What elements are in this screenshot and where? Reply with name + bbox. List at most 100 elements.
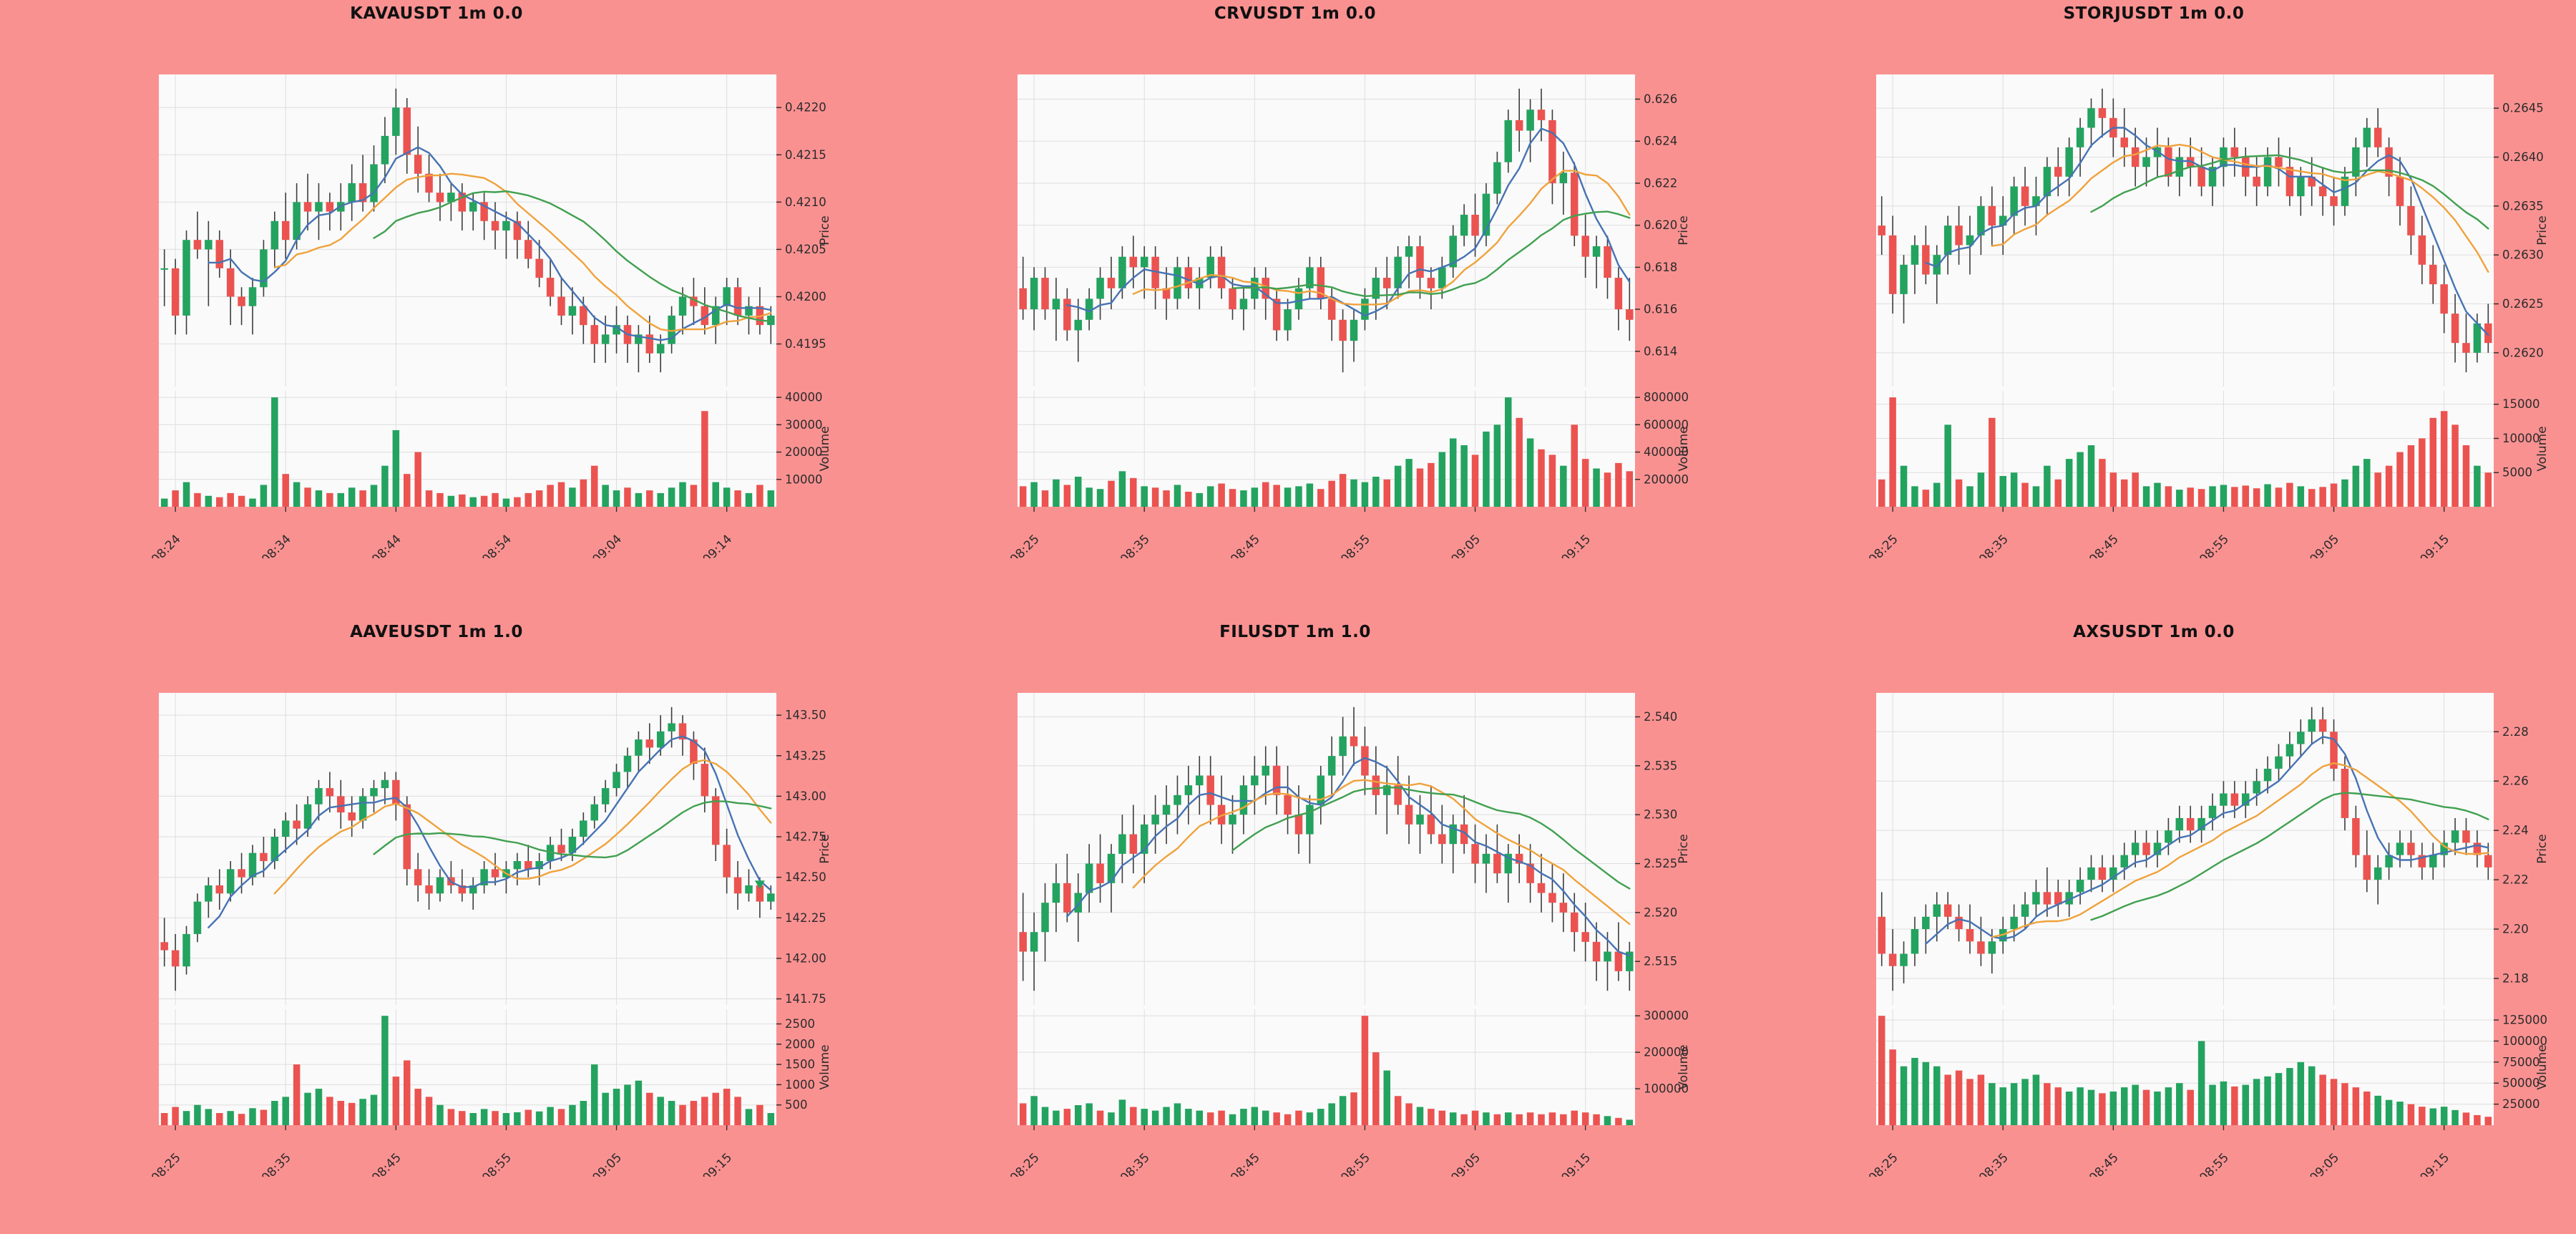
svg-text:08:35: 08:35 <box>1118 1150 1153 1177</box>
chart-title: AAVEUSDT 1m 1.0 <box>350 623 523 641</box>
svg-text:0.4200: 0.4200 <box>785 290 826 303</box>
svg-text:Volume: Volume <box>818 426 832 471</box>
svg-text:0.618: 0.618 <box>1644 261 1677 274</box>
svg-text:143.50: 143.50 <box>785 709 826 722</box>
svg-text:30000: 30000 <box>785 418 823 432</box>
svg-text:0.622: 0.622 <box>1644 176 1677 190</box>
candlestick-chart: 0.4195 0.4200 0.4205 0.4210 0.4215 0.4220 1000… <box>149 74 832 558</box>
svg-text:09:05: 09:05 <box>1448 532 1483 558</box>
svg-text:09:15: 09:15 <box>700 1150 735 1177</box>
svg-text:75000: 75000 <box>2502 1055 2540 1069</box>
svg-text:2000: 2000 <box>785 1037 815 1051</box>
svg-text:08:45: 08:45 <box>1228 532 1263 558</box>
svg-text:08:35: 08:35 <box>1118 532 1153 558</box>
svg-text:0.2645: 0.2645 <box>2502 102 2544 115</box>
svg-text:09:05: 09:05 <box>1448 1150 1483 1177</box>
svg-text:0.2620: 0.2620 <box>2502 346 2544 359</box>
svg-text:500: 500 <box>785 1098 808 1112</box>
svg-text:10000: 10000 <box>2502 432 2540 445</box>
svg-text:08:25: 08:25 <box>1866 1150 1901 1177</box>
svg-text:0.624: 0.624 <box>1644 135 1677 148</box>
svg-text:2.535: 2.535 <box>1644 759 1677 772</box>
svg-text:2.525: 2.525 <box>1644 857 1677 870</box>
svg-text:143.25: 143.25 <box>785 749 826 762</box>
svg-text:09:05: 09:05 <box>590 1150 625 1177</box>
svg-text:08:25: 08:25 <box>1866 532 1901 558</box>
chart-crvusdt: CRVUSDT 1m 0.0 0.614 0.616 0.618 0.620 0.622… <box>923 0 1789 580</box>
svg-text:Price: Price <box>818 834 832 863</box>
svg-text:0.2640: 0.2640 <box>2502 150 2544 164</box>
svg-text:1500: 1500 <box>785 1058 815 1072</box>
svg-text:08:25: 08:25 <box>1008 532 1043 558</box>
candlestick-chart: 0.614 0.616 0.618 0.620 0.622 0.624 0.626 20000… <box>1008 74 1691 558</box>
svg-text:Volume: Volume <box>2535 1044 2550 1089</box>
svg-text:08:35: 08:35 <box>1976 1150 2011 1177</box>
svg-text:Volume: Volume <box>2535 426 2550 471</box>
svg-text:08:55: 08:55 <box>2197 1150 2232 1177</box>
candlestick-chart: 2.515 2.520 2.525 2.530 2.535 2.540 100000 2000… <box>1008 693 1691 1177</box>
chart-title: STORJUSDT 1m 0.0 <box>2063 4 2245 23</box>
svg-text:08:55: 08:55 <box>1338 1150 1373 1177</box>
chart-storjusdt: STORJUSDT 1m 0.0 0.2620 0.2625 0.2630 0.263… <box>1782 0 2576 580</box>
svg-text:09:15: 09:15 <box>1558 532 1594 558</box>
svg-text:Volume: Volume <box>1677 1044 1691 1089</box>
svg-text:142.50: 142.50 <box>785 870 826 884</box>
svg-text:50000: 50000 <box>2502 1077 2540 1090</box>
svg-text:2.28: 2.28 <box>2502 725 2529 739</box>
svg-text:09:15: 09:15 <box>1558 1150 1594 1177</box>
svg-text:08:55: 08:55 <box>2197 532 2232 558</box>
svg-text:15000: 15000 <box>2502 397 2540 411</box>
svg-text:Price: Price <box>818 215 832 245</box>
chart-filusdt: FILUSDT 1m 1.0 2.515 2.520 2.525 2.530 2.535… <box>923 618 1789 1198</box>
svg-text:0.626: 0.626 <box>1644 92 1677 106</box>
svg-text:1000: 1000 <box>785 1078 815 1092</box>
svg-text:08:45: 08:45 <box>369 1150 404 1177</box>
svg-text:10000: 10000 <box>785 472 823 486</box>
svg-text:08:55: 08:55 <box>479 1150 514 1177</box>
svg-text:0.616: 0.616 <box>1644 303 1677 316</box>
svg-text:800000: 800000 <box>1644 391 1689 404</box>
chart-title: AXSUSDT 1m 0.0 <box>2073 623 2235 641</box>
svg-text:141.75: 141.75 <box>785 992 826 1006</box>
svg-text:Price: Price <box>1677 834 1691 863</box>
svg-text:09:14: 09:14 <box>700 532 735 558</box>
svg-text:0.4205: 0.4205 <box>785 243 826 256</box>
svg-text:08:44: 08:44 <box>369 532 404 558</box>
svg-text:300000: 300000 <box>1644 1009 1689 1023</box>
svg-text:08:45: 08:45 <box>1228 1150 1263 1177</box>
svg-text:Price: Price <box>2535 834 2550 863</box>
svg-text:0.4220: 0.4220 <box>785 101 826 115</box>
chart-title: CRVUSDT 1m 0.0 <box>1214 4 1377 23</box>
svg-text:0.4195: 0.4195 <box>785 337 826 351</box>
svg-text:08:34: 08:34 <box>259 532 294 558</box>
svg-text:25000: 25000 <box>2502 1097 2540 1111</box>
svg-text:09:15: 09:15 <box>2417 1150 2452 1177</box>
svg-text:0.620: 0.620 <box>1644 218 1677 232</box>
svg-text:20000: 20000 <box>785 445 823 459</box>
svg-text:2.22: 2.22 <box>2502 873 2529 887</box>
svg-text:0.4215: 0.4215 <box>785 148 826 162</box>
svg-text:200000: 200000 <box>1644 1046 1689 1059</box>
svg-text:400000: 400000 <box>1644 445 1689 459</box>
svg-text:0.4210: 0.4210 <box>785 195 826 209</box>
svg-text:08:45: 08:45 <box>2087 1150 2122 1177</box>
svg-text:125000: 125000 <box>2502 1014 2547 1027</box>
svg-text:2500: 2500 <box>785 1017 815 1031</box>
chart-aaveusdt: AAVEUSDT 1m 1.0 141.75 142.00 142.25 142.50… <box>64 618 930 1198</box>
chart-kavausdt: KAVAUSDT 1m 0.0 0.4195 0.4200 0.4205 0.4210… <box>64 0 930 580</box>
candlestick-chart: 141.75 142.00 142.25 142.50 142.75 143.00 143.… <box>149 693 832 1177</box>
svg-text:2.18: 2.18 <box>2502 971 2529 985</box>
svg-text:08:35: 08:35 <box>1976 532 2011 558</box>
svg-text:2.24: 2.24 <box>2502 824 2529 837</box>
svg-text:100000: 100000 <box>1644 1082 1689 1096</box>
svg-text:0.614: 0.614 <box>1644 344 1677 358</box>
svg-text:2.20: 2.20 <box>2502 923 2529 936</box>
svg-text:2.540: 2.540 <box>1644 710 1677 724</box>
svg-text:08:25: 08:25 <box>149 1150 184 1177</box>
svg-text:09:04: 09:04 <box>590 532 625 558</box>
svg-text:08:24: 08:24 <box>149 532 184 558</box>
candlestick-chart: 0.2620 0.2625 0.2630 0.2635 0.2640 0.2645 5000… <box>1866 74 2550 558</box>
svg-text:Price: Price <box>2535 215 2550 245</box>
svg-text:0.2625: 0.2625 <box>2502 297 2544 311</box>
svg-text:142.25: 142.25 <box>785 911 826 925</box>
